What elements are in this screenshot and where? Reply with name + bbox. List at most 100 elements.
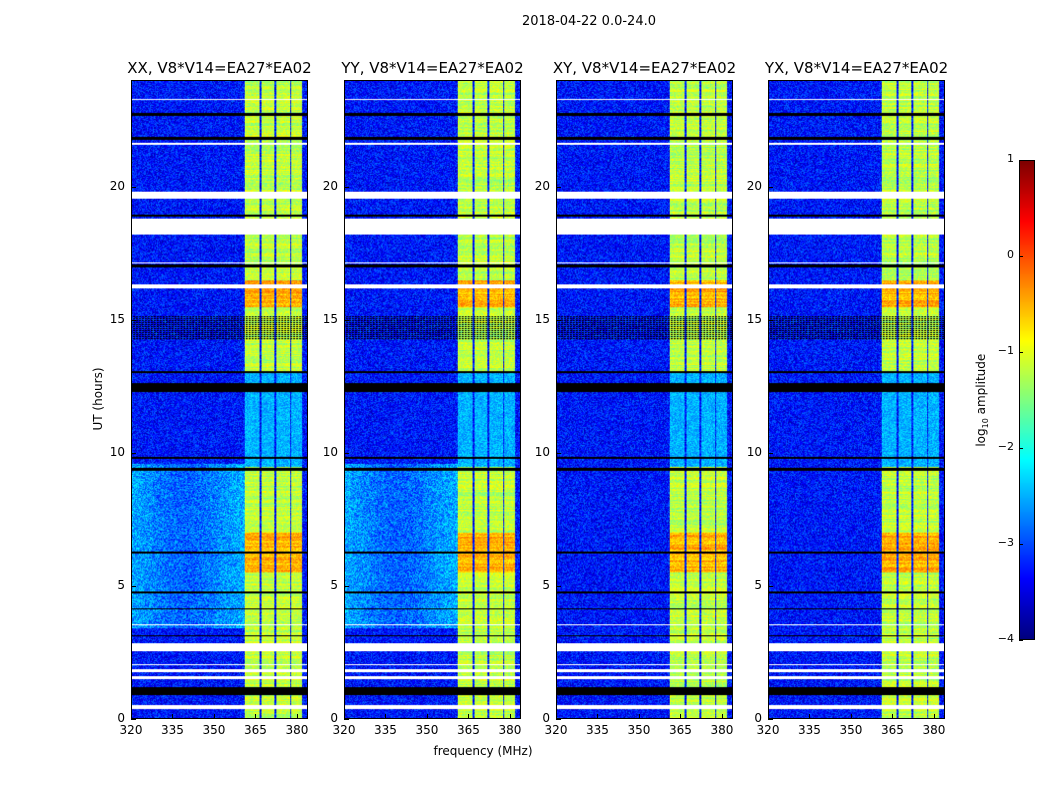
x-tick-label: 350 bbox=[627, 723, 651, 737]
heatmap-image bbox=[769, 81, 944, 718]
y-tick-label: 20 bbox=[322, 178, 338, 193]
y-tick-mark bbox=[344, 452, 349, 454]
heatmap-image bbox=[345, 81, 520, 718]
panel-title: XY, V8*V14=EA27*EA02 bbox=[552, 59, 737, 77]
colorbar-tick-mark bbox=[1019, 544, 1023, 545]
y-tick-label: 10 bbox=[746, 444, 762, 459]
y-axis-label: UT (hours) bbox=[91, 367, 105, 431]
y-tick-mark bbox=[131, 585, 136, 587]
y-tick-mark bbox=[768, 585, 773, 587]
y-tick-label: 10 bbox=[322, 444, 338, 459]
x-tick-mark bbox=[597, 714, 599, 719]
x-tick-label: 380 bbox=[498, 723, 522, 737]
y-tick-mark bbox=[131, 719, 136, 720]
x-tick-mark bbox=[509, 714, 511, 719]
y-tick-label: 0 bbox=[330, 711, 338, 725]
x-tick-label: 365 bbox=[244, 723, 267, 737]
colorbar-tick-mark bbox=[1019, 448, 1023, 449]
y-tick-mark bbox=[556, 452, 561, 454]
y-tick-mark bbox=[768, 452, 773, 454]
y-tick-label: 15 bbox=[746, 311, 762, 326]
x-tick-label: 380 bbox=[285, 723, 309, 737]
heatmap-image bbox=[132, 81, 307, 718]
x-tick-label: 320 bbox=[119, 723, 143, 737]
panel-title: YX, V8*V14=EA27*EA02 bbox=[764, 59, 949, 77]
panel-title: XX, V8*V14=EA27*EA02 bbox=[127, 59, 312, 77]
x-tick-label: 380 bbox=[922, 723, 946, 737]
colorbar-tick-mark bbox=[1019, 640, 1023, 641]
x-tick-label: 335 bbox=[161, 723, 184, 737]
x-tick-label: 320 bbox=[756, 723, 780, 737]
x-tick-mark bbox=[768, 714, 769, 719]
y-tick-mark bbox=[556, 186, 561, 188]
x-tick-mark bbox=[556, 714, 557, 719]
y-tick-mark bbox=[344, 719, 349, 720]
x-tick-label: 350 bbox=[839, 723, 863, 737]
y-tick-label: 15 bbox=[322, 311, 338, 326]
colorbar-tick-mark bbox=[1019, 160, 1023, 161]
x-tick-label: 320 bbox=[332, 723, 356, 737]
x-tick-mark bbox=[933, 714, 935, 719]
heatmap-panel bbox=[131, 80, 308, 719]
x-tick-mark bbox=[172, 714, 174, 719]
x-tick-label: 365 bbox=[457, 723, 480, 737]
y-tick-label: 5 bbox=[117, 577, 125, 592]
x-tick-label: 365 bbox=[669, 723, 692, 737]
x-tick-mark bbox=[638, 714, 640, 719]
colorbar-tick-label: 1 bbox=[1007, 152, 1014, 165]
y-tick-label: 20 bbox=[534, 178, 550, 193]
y-tick-mark bbox=[344, 319, 349, 321]
x-tick-label: 350 bbox=[415, 723, 439, 737]
y-tick-mark bbox=[131, 186, 136, 188]
colorbar-tick-label: −3 bbox=[997, 536, 1014, 549]
x-tick-mark bbox=[255, 714, 257, 719]
figure-title: 2018-04-22 0.0-24.0 bbox=[522, 14, 656, 29]
x-tick-mark bbox=[468, 714, 470, 719]
x-tick-mark bbox=[385, 714, 387, 719]
y-tick-label: 5 bbox=[542, 577, 550, 592]
x-tick-mark bbox=[131, 714, 132, 719]
x-tick-mark bbox=[296, 714, 298, 719]
x-tick-mark bbox=[344, 714, 345, 719]
x-tick-mark bbox=[680, 714, 682, 719]
x-tick-label: 365 bbox=[881, 723, 904, 737]
colorbar-tick-mark bbox=[1019, 352, 1023, 353]
y-tick-mark bbox=[768, 319, 773, 321]
x-tick-label: 335 bbox=[798, 723, 821, 737]
colorbar bbox=[1019, 160, 1035, 640]
colorbar-tick-label: −2 bbox=[997, 440, 1014, 453]
y-tick-mark bbox=[768, 719, 773, 720]
colorbar-tick-label: −1 bbox=[997, 344, 1014, 357]
x-tick-label: 380 bbox=[710, 723, 734, 737]
x-tick-mark bbox=[809, 714, 811, 719]
y-tick-mark bbox=[344, 585, 349, 587]
y-tick-label: 10 bbox=[109, 444, 125, 459]
colorbar-tick-label: 0 bbox=[1007, 248, 1014, 261]
y-tick-label: 0 bbox=[754, 711, 762, 725]
y-tick-mark bbox=[556, 319, 561, 321]
x-tick-label: 335 bbox=[586, 723, 609, 737]
y-tick-label: 20 bbox=[109, 178, 125, 193]
y-tick-label: 0 bbox=[117, 711, 125, 725]
panel-title: YY, V8*V14=EA27*EA02 bbox=[341, 59, 524, 77]
x-tick-mark bbox=[850, 714, 852, 719]
x-tick-mark bbox=[426, 714, 428, 719]
y-tick-mark bbox=[131, 319, 136, 321]
y-tick-mark bbox=[556, 719, 561, 720]
y-tick-label: 10 bbox=[534, 444, 550, 459]
y-tick-mark bbox=[344, 186, 349, 188]
y-tick-mark bbox=[131, 452, 136, 454]
colorbar-tick-mark bbox=[1019, 256, 1023, 257]
x-tick-mark bbox=[892, 714, 894, 719]
y-tick-label: 15 bbox=[534, 311, 550, 326]
y-tick-mark bbox=[768, 186, 773, 188]
heatmap-panel bbox=[768, 80, 945, 719]
colorbar-tick-label: −4 bbox=[997, 632, 1014, 645]
y-tick-mark bbox=[556, 585, 561, 587]
y-tick-label: 0 bbox=[542, 711, 550, 725]
heatmap-image bbox=[557, 81, 732, 718]
heatmap-panel bbox=[556, 80, 733, 719]
x-tick-label: 320 bbox=[544, 723, 568, 737]
x-tick-label: 335 bbox=[374, 723, 397, 737]
